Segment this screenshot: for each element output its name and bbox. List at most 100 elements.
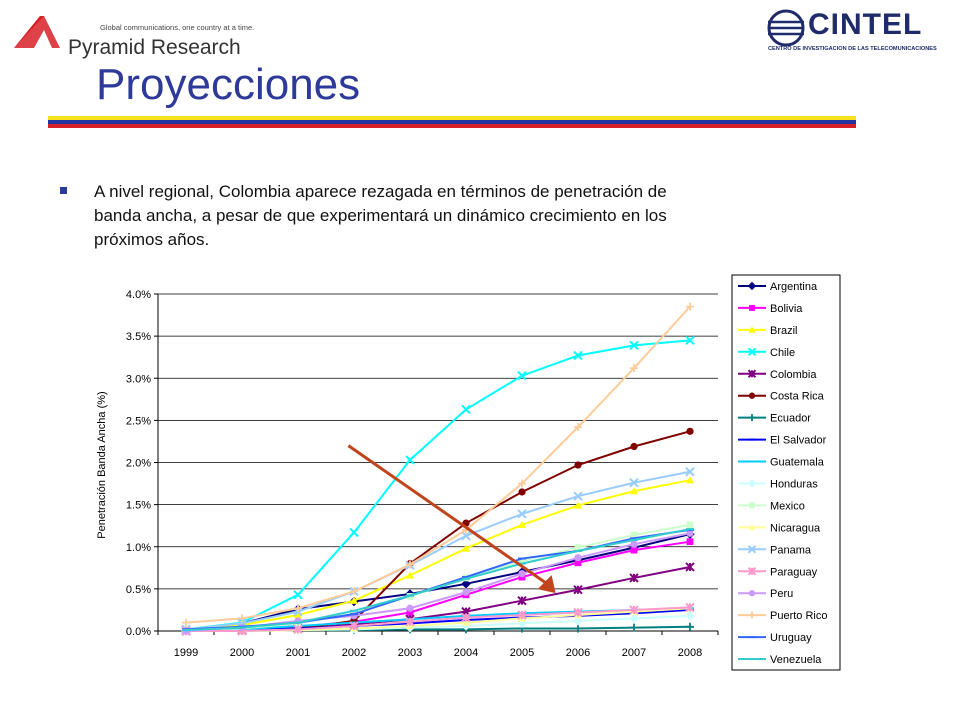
bullet-square-icon bbox=[60, 187, 67, 194]
data-point-costa-rica bbox=[574, 461, 582, 469]
legend-label: Uruguay bbox=[770, 632, 812, 644]
series-line-paraguay bbox=[186, 606, 691, 632]
data-point-peru bbox=[518, 570, 526, 578]
pyramid-research-logo: Global communications, one country at a … bbox=[12, 10, 262, 59]
data-point-brazil bbox=[630, 487, 638, 495]
data-point-puerto-rico bbox=[406, 560, 414, 569]
legend-marker bbox=[747, 545, 757, 554]
bullet-line-3: próximos años. bbox=[94, 230, 210, 249]
data-point-mexico bbox=[518, 557, 526, 565]
data-point-colombia bbox=[685, 562, 695, 572]
legend-label: Guatemala bbox=[770, 457, 825, 469]
series-line-panama bbox=[185, 470, 691, 631]
legend-label: Puerto Rico bbox=[770, 610, 827, 622]
y-tick-label: 2.5% bbox=[126, 415, 151, 427]
data-point-puerto-rico bbox=[350, 587, 358, 596]
x-tick-label: 2000 bbox=[230, 647, 254, 659]
data-point-puerto-rico bbox=[238, 614, 246, 623]
bullet-line-2: banda ancha, a pesar de que experimentar… bbox=[94, 206, 667, 225]
stripe-yellow bbox=[48, 116, 856, 120]
bullet-line-1: A nivel regional, Colombia aparece rezag… bbox=[94, 182, 667, 201]
data-point-paraguay bbox=[349, 621, 359, 631]
data-point-costa-rica bbox=[518, 488, 526, 496]
data-point-argentina bbox=[461, 579, 471, 589]
legend-label: Peru bbox=[770, 588, 793, 600]
series-line-venezuela bbox=[185, 528, 691, 632]
data-point-puerto-rico bbox=[630, 364, 638, 373]
data-point-chile bbox=[349, 527, 359, 538]
data-point-brazil bbox=[294, 610, 302, 619]
legend-marker bbox=[747, 479, 757, 488]
data-point-brazil bbox=[518, 520, 526, 529]
legend-marker bbox=[747, 281, 757, 291]
x-tick-label: 2005 bbox=[510, 647, 534, 659]
legend-marker bbox=[748, 326, 756, 333]
data-point-puerto-rico bbox=[574, 423, 582, 432]
y-tick-label: 3.5% bbox=[126, 331, 151, 343]
data-point-panama bbox=[573, 491, 583, 501]
flag-stripes bbox=[48, 116, 856, 128]
data-point-paraguay bbox=[293, 624, 303, 635]
stripe-blue bbox=[48, 120, 856, 124]
legend-marker bbox=[749, 502, 755, 509]
legend-marker bbox=[749, 304, 755, 311]
legend-marker bbox=[748, 523, 756, 531]
data-point-colombia bbox=[517, 595, 527, 606]
data-point-colombia bbox=[573, 585, 583, 595]
data-point-panama bbox=[517, 509, 527, 519]
x-tick-label: 2007 bbox=[622, 647, 646, 659]
data-point-brazil bbox=[574, 501, 582, 509]
data-point-bolivia bbox=[686, 538, 694, 546]
series-line-brazil bbox=[185, 479, 691, 631]
y-tick-label: 1.0% bbox=[126, 542, 151, 554]
legend-label: Argentina bbox=[770, 281, 818, 293]
data-point-puerto-rico bbox=[686, 302, 694, 311]
data-point-bolivia bbox=[406, 609, 414, 616]
legend-marker bbox=[747, 567, 757, 576]
data-point-brazil bbox=[406, 571, 414, 579]
cintel-logo: CINTEL CENTRO DE INVESTIGACION DE LAS TE… bbox=[760, 6, 960, 56]
x-tick-label: 1999 bbox=[174, 647, 198, 659]
data-point-chile bbox=[405, 455, 415, 465]
y-axis-label: Penetración Banda Ancha (%) bbox=[96, 391, 108, 538]
legend-marker bbox=[748, 414, 756, 422]
legend-label: El Salvador bbox=[770, 435, 827, 447]
data-point-peru bbox=[686, 529, 694, 537]
data-point-peru bbox=[462, 588, 470, 596]
legend-label: Mexico bbox=[770, 500, 805, 512]
data-point-honduras bbox=[573, 616, 583, 626]
data-point-honduras bbox=[685, 611, 695, 621]
data-point-peru bbox=[630, 540, 638, 548]
cintel-subtitle: CENTRO DE INVESTIGACION DE LAS TELECOMUN… bbox=[768, 46, 937, 52]
data-point-chile bbox=[685, 335, 695, 346]
data-point-nicaragua bbox=[462, 618, 470, 626]
data-point-paraguay bbox=[573, 607, 583, 618]
data-point-chile bbox=[573, 350, 583, 361]
data-point-ecuador bbox=[574, 624, 582, 633]
data-point-costa-rica bbox=[630, 442, 638, 451]
data-point-bolivia bbox=[630, 546, 638, 554]
data-point-chile bbox=[293, 590, 303, 600]
data-point-peru bbox=[406, 604, 414, 612]
cintel-name: CINTEL bbox=[808, 8, 923, 41]
legend-label: Paraguay bbox=[770, 566, 818, 578]
data-point-paraguay bbox=[405, 617, 415, 627]
x-tick-label: 2002 bbox=[342, 647, 366, 659]
trend-arrow-head bbox=[537, 575, 556, 594]
y-tick-label: 4.0% bbox=[126, 289, 151, 301]
y-tick-label: 0.0% bbox=[126, 626, 151, 638]
data-point-puerto-rico bbox=[518, 479, 526, 488]
pyramid-name: Pyramid Research bbox=[68, 36, 241, 59]
data-point-colombia bbox=[629, 573, 639, 583]
legend-label: Chile bbox=[770, 347, 795, 359]
legend-label: Bolivia bbox=[770, 303, 803, 315]
legend-label: Venezuela bbox=[770, 654, 822, 666]
data-point-bolivia bbox=[574, 559, 582, 567]
x-tick-label: 2003 bbox=[398, 647, 422, 659]
legend-label: Nicaragua bbox=[770, 522, 821, 534]
y-tick-label: 1.5% bbox=[126, 500, 151, 512]
data-point-puerto-rico bbox=[294, 604, 302, 613]
data-point-peru bbox=[574, 554, 582, 562]
data-point-paraguay bbox=[461, 612, 471, 623]
legend-marker bbox=[748, 392, 756, 399]
